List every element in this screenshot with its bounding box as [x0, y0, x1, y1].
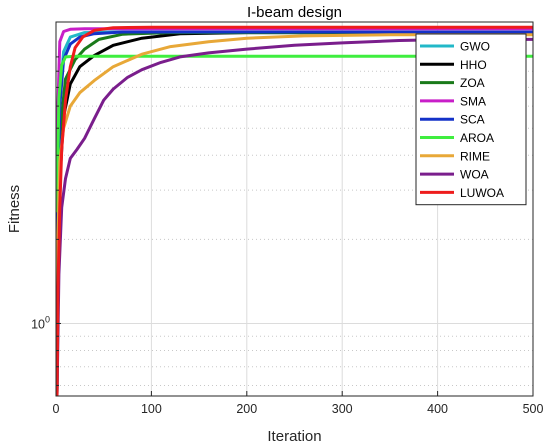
x-tick-label: 400	[427, 402, 448, 416]
x-tick-label: 100	[141, 402, 162, 416]
series-layer	[55, 25, 533, 397]
legend-label-zoa: ZOA	[460, 76, 485, 90]
chart-title: I-beam design	[247, 4, 342, 21]
legend-label-aroa: AROA	[460, 131, 494, 145]
x-tick-label: 300	[332, 402, 353, 416]
legend: GWO HHO ZOA SMA SCA AROA RIME WOA LUWOA	[415, 33, 527, 206]
x-axis-title: Iteration	[267, 428, 321, 445]
legend-label-hho: HHO	[460, 58, 487, 72]
legend-label-sca: SCA	[460, 113, 485, 127]
y-tick-label: 100	[31, 314, 50, 331]
legend-label-sma: SMA	[460, 94, 486, 108]
plot-border	[55, 21, 534, 397]
axis-ticks: 0 100 200 300 400 500 100	[31, 56, 544, 416]
legend-label-gwo: GWO	[460, 40, 490, 54]
series-line-aroa	[55, 54, 533, 213]
series-line-luwoa	[55, 25, 533, 397]
x-tick-label: 500	[523, 402, 544, 416]
y-axis-title: Fitness	[6, 185, 23, 233]
series-line-woa	[55, 37, 533, 397]
legend-label-woa: WOA	[460, 168, 489, 182]
legend-label-luwoa: LUWOA	[460, 186, 504, 200]
legend-label-rime: RIME	[460, 149, 490, 163]
x-tick-label: 0	[53, 402, 60, 416]
x-tick-label: 200	[236, 402, 257, 416]
